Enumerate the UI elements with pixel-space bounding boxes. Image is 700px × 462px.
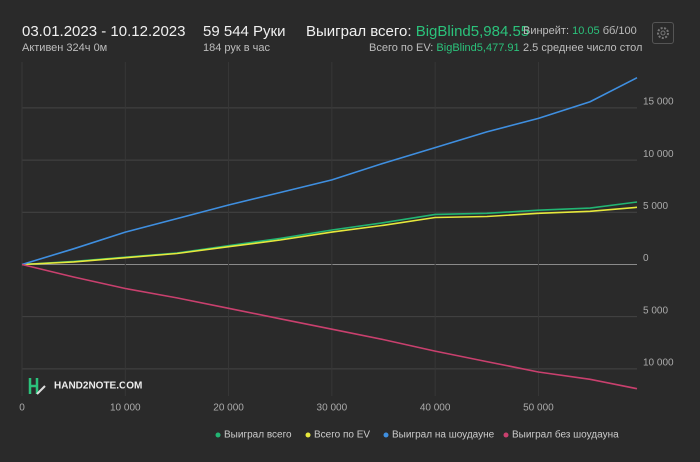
winrate: Винрейт: 10.05 бб/100 xyxy=(523,25,637,37)
logo-text: HAND2NOTE.COM xyxy=(54,381,142,392)
winrate-unit: бб/100 xyxy=(602,25,637,37)
series-line xyxy=(21,206,638,266)
legend-marker xyxy=(215,432,221,438)
hands: 59 544 Руки xyxy=(203,23,286,40)
settings-button[interactable] xyxy=(652,22,674,44)
legend-marker xyxy=(503,432,509,438)
ev-total: Всего по EV: BigBlind5,477.91 xyxy=(369,42,520,54)
y-tick-label: 10 000 xyxy=(643,149,674,160)
series-line xyxy=(21,76,638,266)
y-tick-label: 15 000 xyxy=(643,97,674,108)
ev-value: BigBlind5,477.91 xyxy=(436,42,520,54)
x-tick-label: 20 000 xyxy=(213,403,244,414)
y-tick-label: 10 000 xyxy=(643,358,674,369)
x-tick-label: 0 xyxy=(19,403,25,414)
ev-label: Всего по EV: xyxy=(369,42,434,54)
legend-marker xyxy=(383,432,389,438)
y-tick-label: 5 000 xyxy=(643,305,668,316)
y-tick-label: 5 000 xyxy=(643,201,668,212)
legend-label: Всего по EV xyxy=(314,430,370,441)
active-time: Активен 324ч 0м xyxy=(22,42,108,54)
gear-icon xyxy=(657,27,669,39)
x-tick-label: 30 000 xyxy=(317,403,348,414)
x-tick-label: 10 000 xyxy=(110,403,141,414)
tables: 2.5 среднее число стол xyxy=(523,42,643,54)
hands-per-hour: 184 рук в час xyxy=(203,42,271,54)
legend-label: Выиграл без шоудауна xyxy=(512,429,619,441)
legend: Выиграл всего Всего по EV Выиграл на шоуда… xyxy=(215,429,619,441)
logo: HAND2NOTE.COM xyxy=(28,378,142,395)
winrate-value: 10.05 xyxy=(572,25,600,37)
won-label: Выиграл всего: xyxy=(306,23,412,40)
won-value: BigBlind5,984.55 xyxy=(415,23,530,40)
winrate-label: Винрейт: xyxy=(523,25,570,37)
series-line xyxy=(21,263,638,390)
won-total: Выиграл всего: BigBlind5,984.55 xyxy=(306,23,529,40)
x-tick-label: 50 000 xyxy=(523,403,554,414)
legend-marker xyxy=(305,432,311,438)
x-tick-label: 40 000 xyxy=(420,403,451,414)
period: 03.01.2023 - 10.12.2023 xyxy=(22,23,186,40)
legend-label: Выиграл на шоудауне xyxy=(392,430,495,441)
y-tick-label: 0 xyxy=(643,253,649,264)
legend-label: Выиграл всего xyxy=(224,430,292,441)
